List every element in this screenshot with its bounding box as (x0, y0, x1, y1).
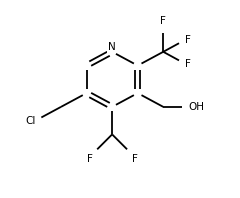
Text: F: F (132, 154, 138, 164)
Text: N: N (108, 42, 116, 52)
Text: Cl: Cl (25, 116, 36, 126)
Text: F: F (185, 59, 191, 69)
Text: F: F (87, 154, 92, 164)
Text: OH: OH (189, 102, 205, 112)
Text: F: F (160, 16, 166, 26)
Text: F: F (185, 35, 191, 45)
